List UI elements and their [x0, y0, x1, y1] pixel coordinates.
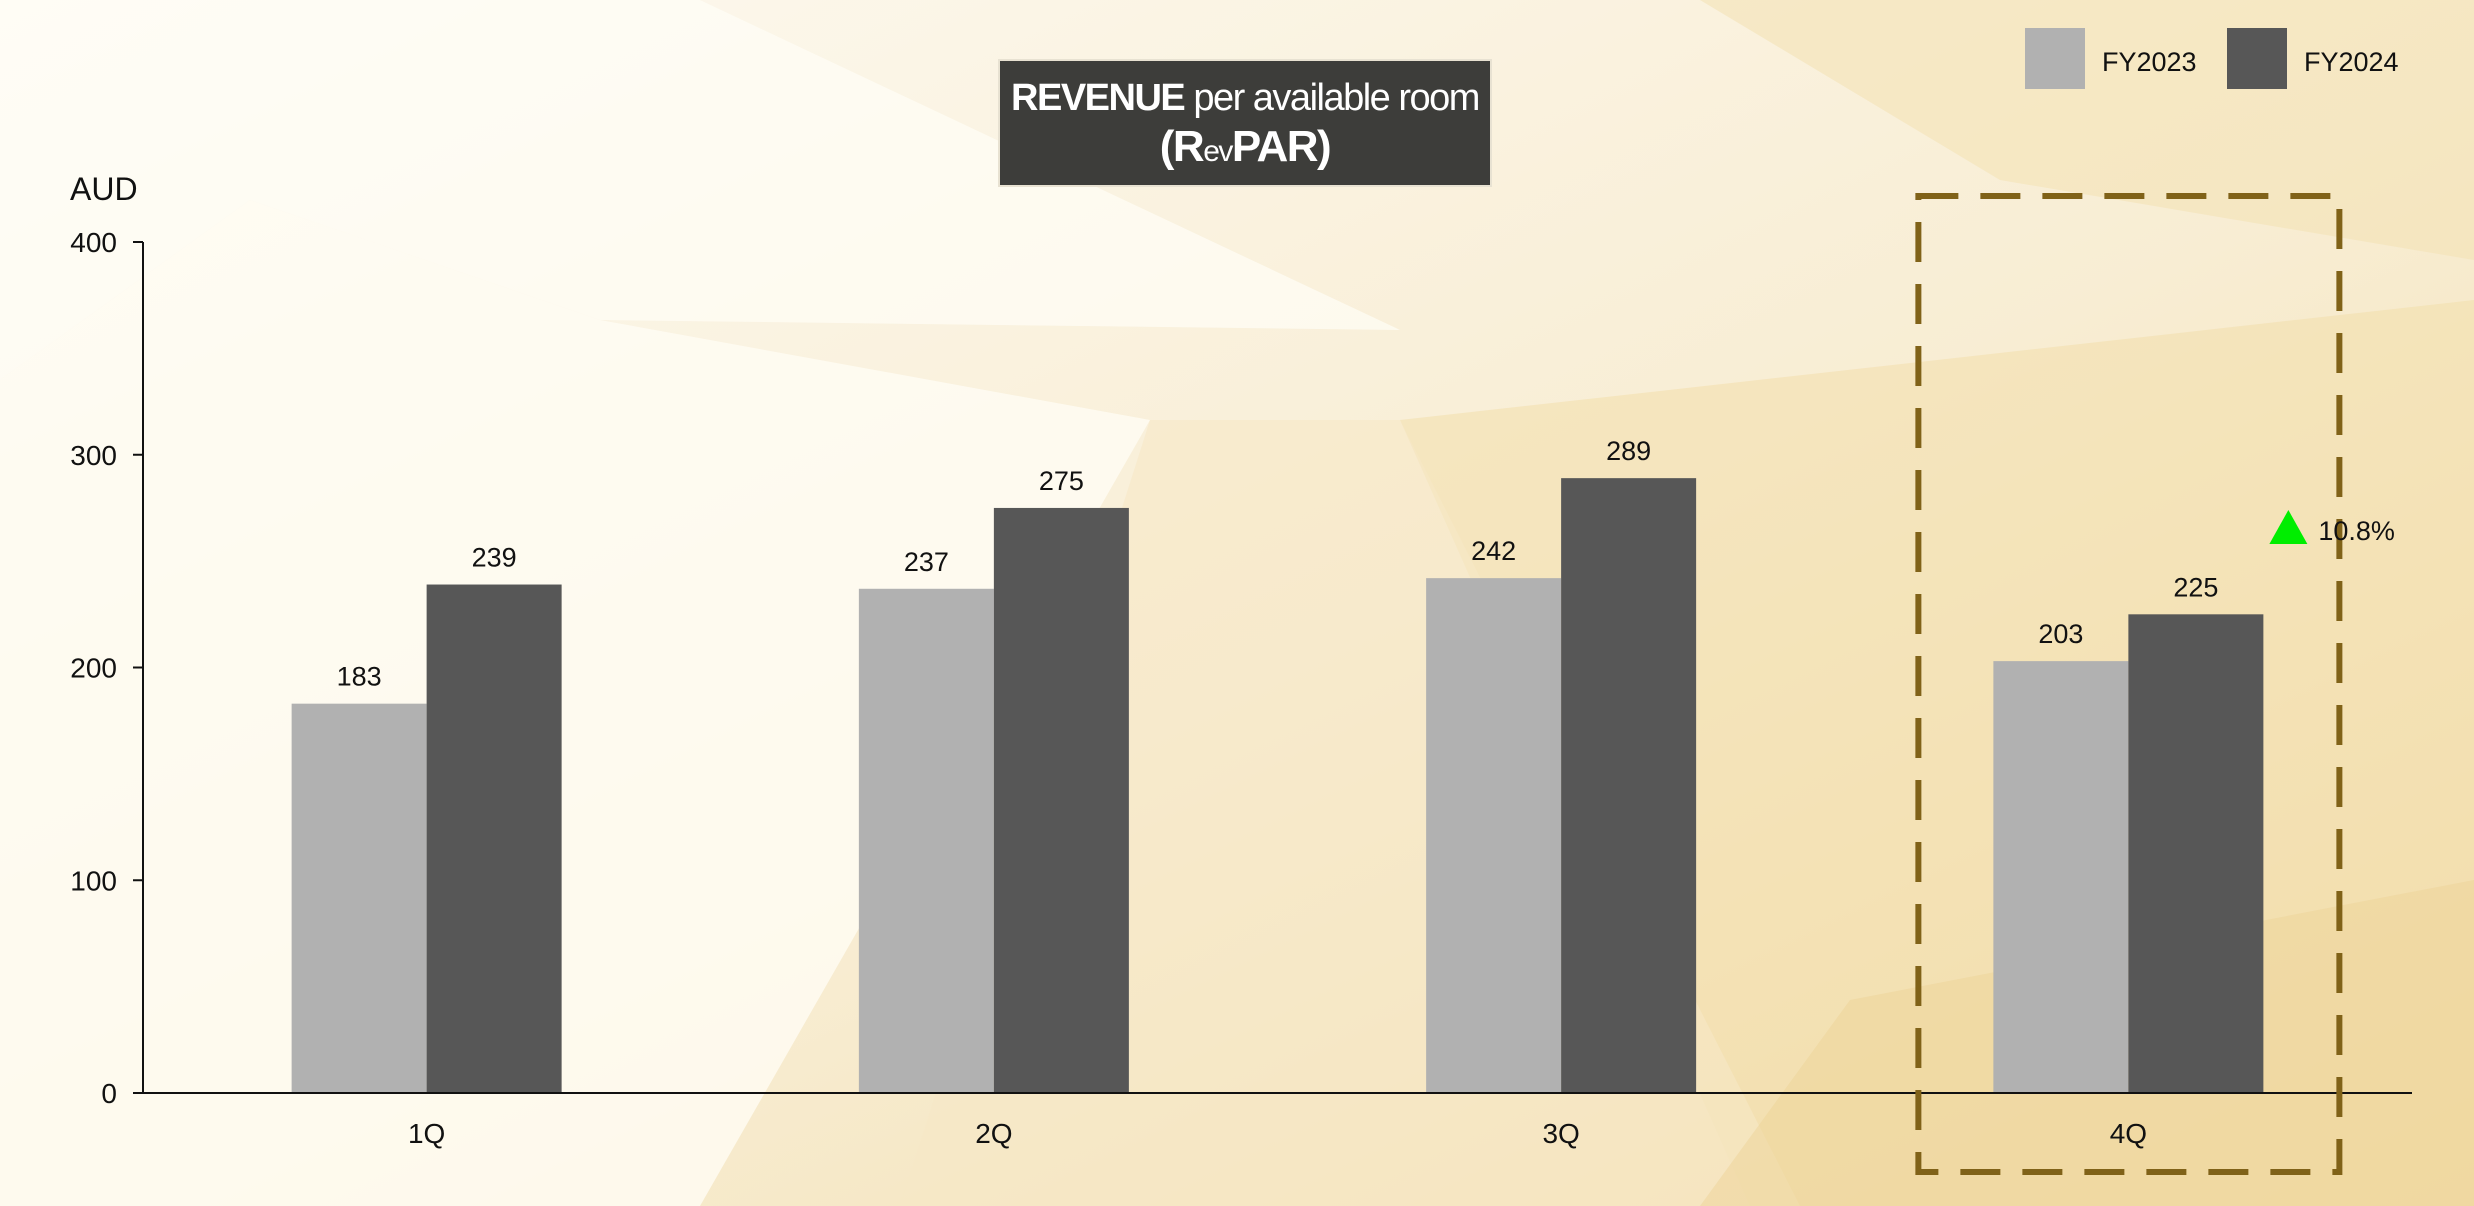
growth-annotation-label: 10.8%: [2318, 516, 2395, 546]
data-label-fy2024-4q: 225: [2173, 572, 2218, 602]
bar-fy2023-2q: [858, 588, 994, 1093]
highlight-box-4q: [1915, 193, 2343, 1175]
title-rest: per available room: [1184, 77, 1480, 119]
title-paren-open: (R: [1159, 122, 1205, 171]
data-label-fy2023-1q: 183: [337, 662, 382, 692]
legend-swatch-fy2024: [2227, 28, 2287, 89]
title-bold-word: REVENUE: [1011, 77, 1186, 119]
bar-fy2024-3q: [1561, 478, 1697, 1094]
bar-fy2024-2q: [993, 507, 1129, 1093]
bar-fy2024-4q: [2128, 614, 2264, 1093]
bar-fy2024-1q: [426, 584, 562, 1093]
data-label-fy2024-1q: 239: [472, 543, 517, 573]
data-label-fy2023-4q: 203: [2038, 619, 2083, 649]
x-tick-label-4q: 4Q: [2110, 1118, 2147, 1149]
bars-layer: [291, 478, 2264, 1094]
labels-layer: 183 239 1Q 237 275 2Q 242 289 3Q 203 225 4Q 0 100 200 3…: [70, 171, 2218, 1149]
y-tick-label-100: 100: [70, 865, 117, 896]
y-tick-label-400: 400: [70, 227, 117, 258]
y-axis-label: AUD: [70, 171, 138, 207]
y-tick-label-0: 0: [101, 1078, 117, 1109]
annotations: 10.8%: [1915, 193, 2395, 1175]
data-label-fy2024-3q: 289: [1606, 436, 1651, 466]
legend-label-fy2024: FY2024: [2304, 47, 2399, 77]
title-small-ev: ev: [1203, 135, 1233, 168]
bar-fy2023-1q: [291, 703, 427, 1093]
x-tick-label-2q: 2Q: [975, 1118, 1012, 1149]
axes-layer: [133, 241, 2412, 1094]
y-tick-label-300: 300: [70, 440, 117, 471]
title-paren-close: PAR): [1231, 122, 1332, 171]
chart-title: REVENUE per available room (RevPAR): [998, 59, 1492, 187]
chart-title-line1: REVENUE per available room: [1000, 75, 1490, 121]
x-tick-label-3q: 3Q: [1542, 1118, 1579, 1149]
data-label-fy2023-3q: 242: [1471, 536, 1516, 566]
data-label-fy2023-2q: 237: [904, 547, 949, 577]
chart-title-line2: (RevPAR): [1000, 121, 1490, 178]
up-triangle-icon: [2269, 510, 2308, 544]
y-tick-label-200: 200: [70, 653, 117, 684]
bar-fy2023-4q: [1993, 661, 2129, 1093]
data-label-fy2024-2q: 275: [1039, 466, 1084, 496]
legend: FY2023 FY2024: [2025, 28, 2399, 89]
legend-label-fy2023: FY2023: [2102, 47, 2197, 77]
legend-swatch-fy2023: [2025, 28, 2085, 89]
bar-fy2023-3q: [1426, 578, 1562, 1093]
x-tick-label-1q: 1Q: [408, 1118, 445, 1149]
